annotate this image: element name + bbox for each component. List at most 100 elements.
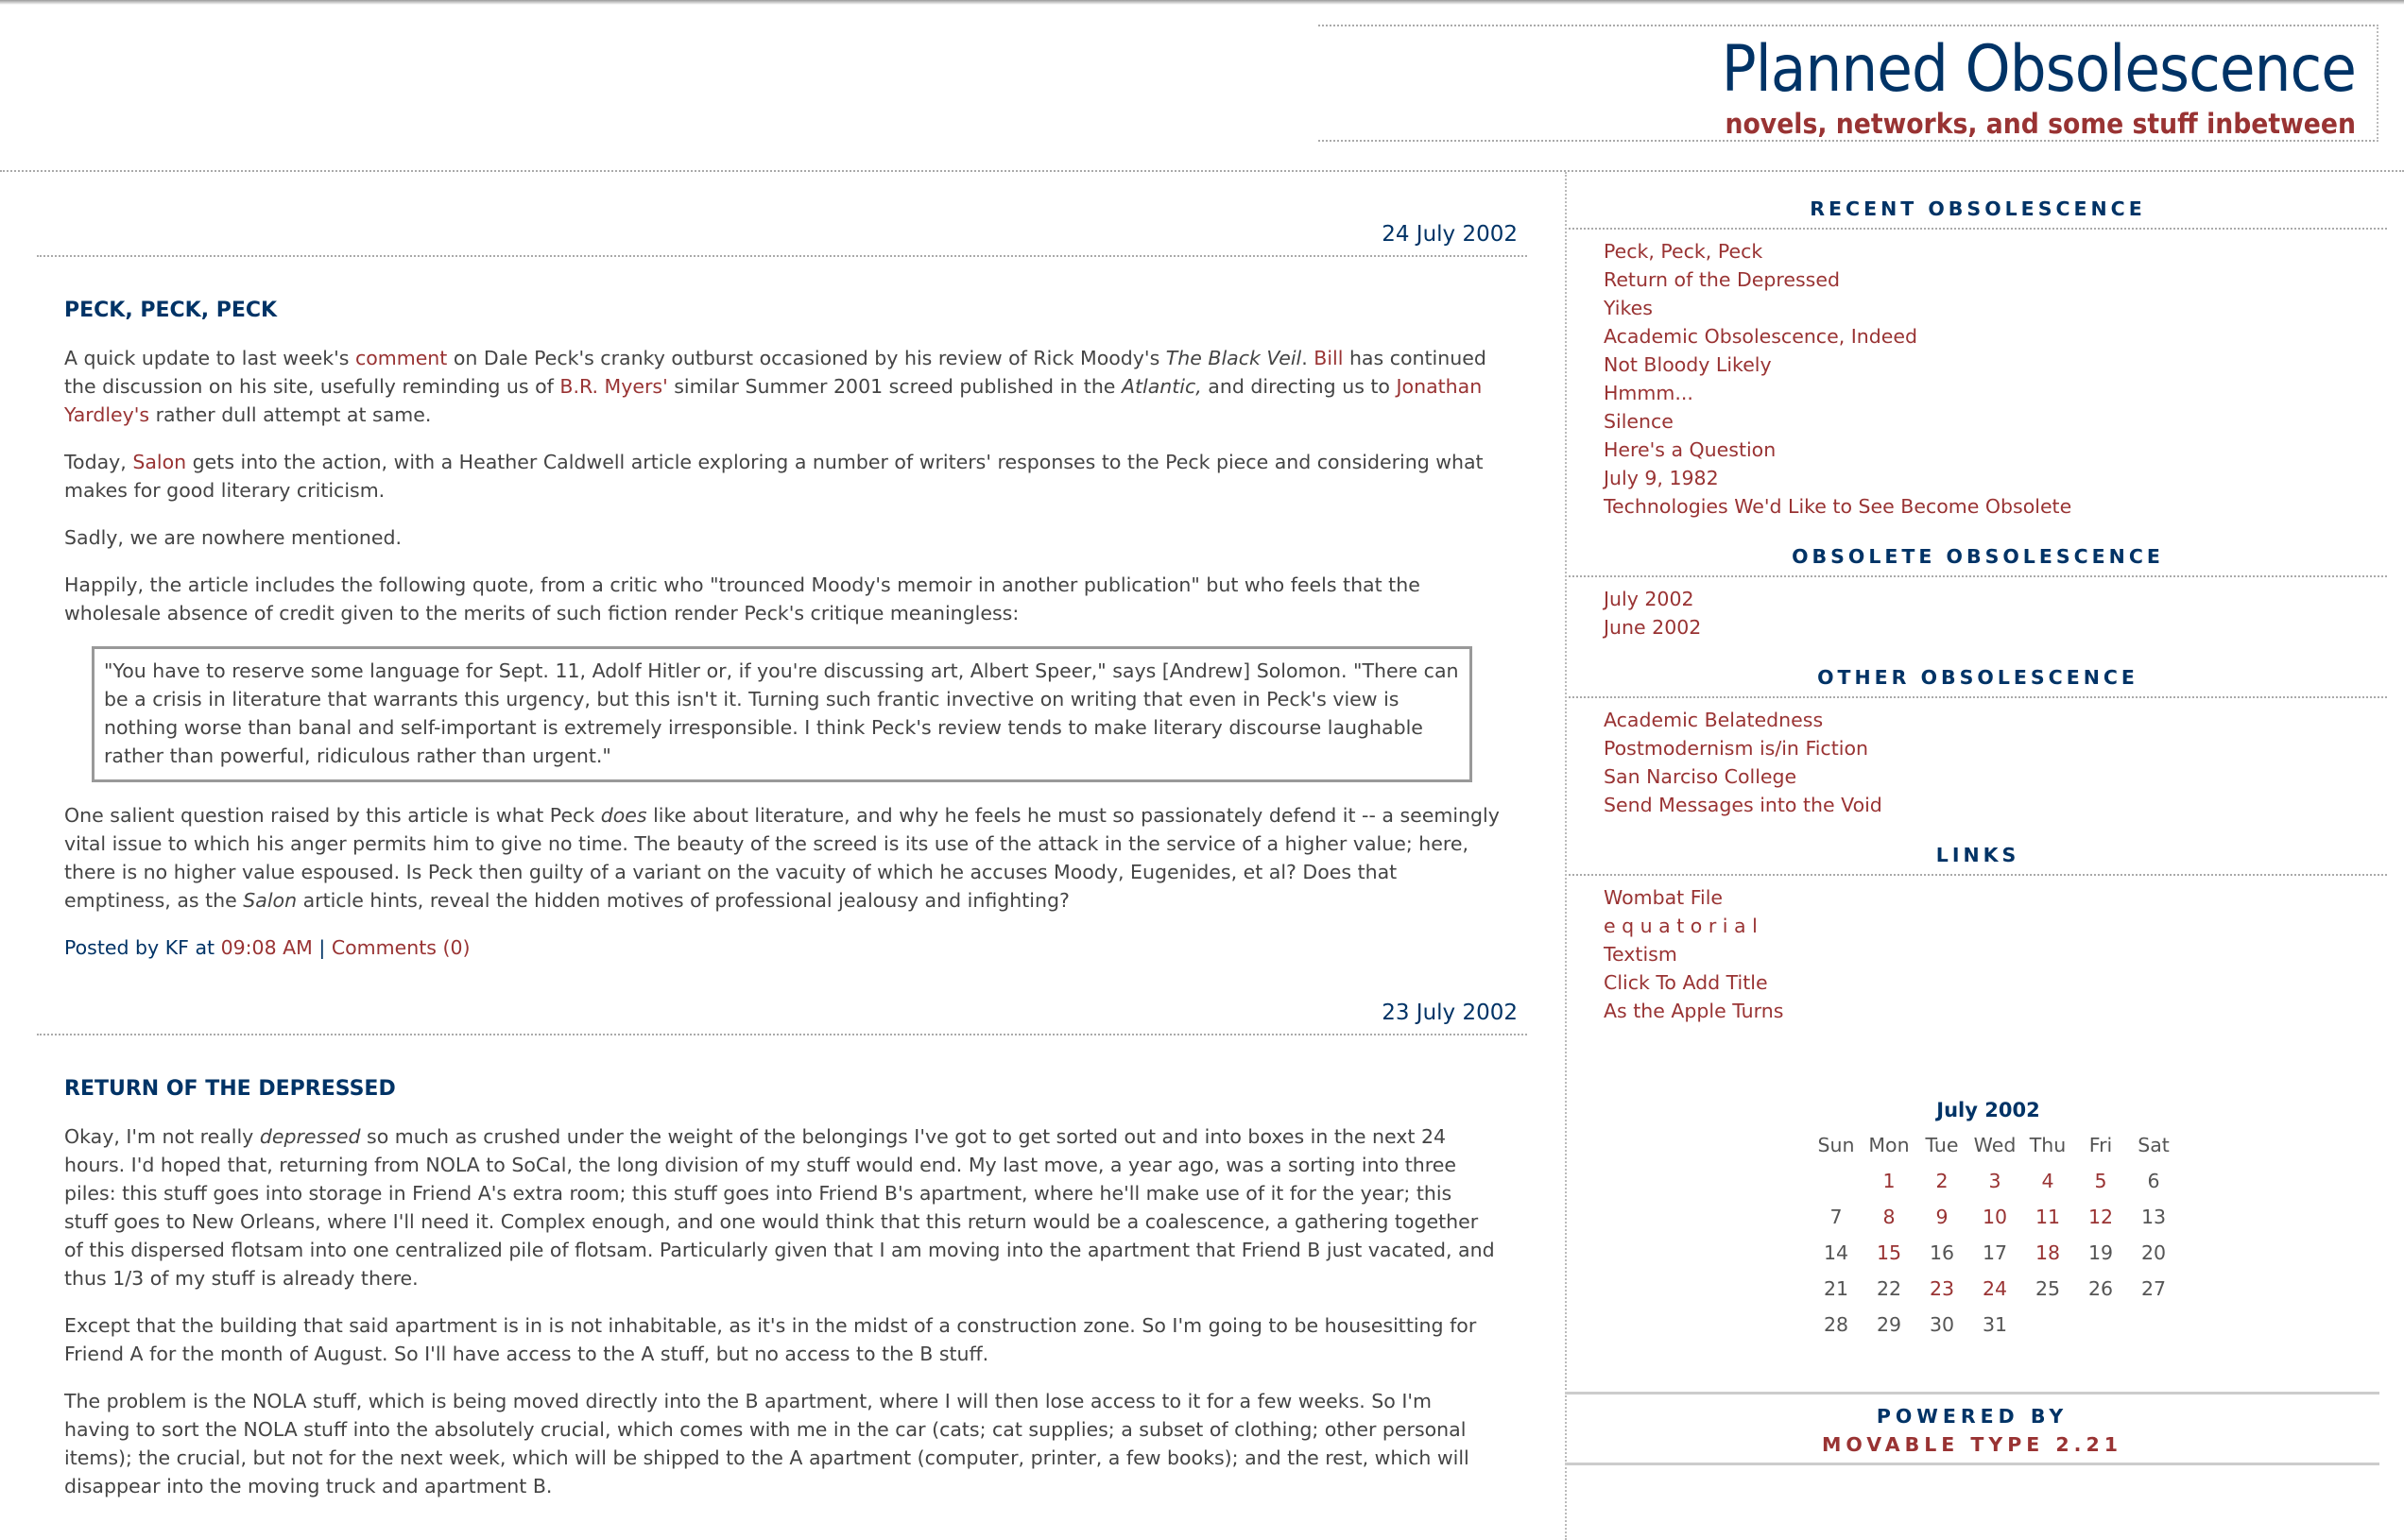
sidebar-item: Silence [1604,407,2404,436]
sidebar-link[interactable]: June 2002 [1604,616,1702,639]
sidebar-link[interactable]: Peck, Peck, Peck [1604,240,1763,263]
sidebar-item: As the Apple Turns [1604,997,2404,1025]
sidebar-link[interactable]: Wombat File [1604,886,1724,909]
inline-link[interactable]: Jonathan Yardley's [64,375,1483,426]
calendar-day: 6 [2147,1170,2160,1192]
column-divider [1565,172,1567,1540]
main-content: 24 July 2002 PECK, PECK, PECK A quick upda… [37,215,1527,1519]
sidebar-item: July 9, 1982 [1604,464,2404,492]
powered-by-label: POWERED BY [1876,1405,2069,1428]
window-top-shadow [0,0,2404,5]
inline-link[interactable]: comment [354,347,448,369]
post-footer: Posted by KF at 09:08 AM | Comments (0) [64,933,1500,962]
post-title: PECK, PECK, PECK [64,299,278,322]
calendar-day[interactable]: 18 [2035,1241,2061,1264]
emphasis-text: The Black Veil [1165,347,1302,369]
calendar-day[interactable]: 12 [2087,1206,2114,1228]
sidebar-item: Postmodernism is/in Fiction [1604,734,2404,762]
inline-link[interactable]: 09:08 AM [220,936,313,959]
text-segment: The problem is the NOLA stuff, which is … [64,1390,1469,1497]
calendar-day[interactable]: 3 [1988,1170,2001,1192]
sidebar-link[interactable]: Academic Obsolescence, Indeed [1604,325,1918,348]
sidebar-link[interactable]: Academic Belatedness [1604,709,1824,731]
calendar-empty [2021,1307,2074,1343]
post-paragraph: The problem is the NOLA stuff, which is … [64,1387,1500,1500]
sidebar-link[interactable]: Postmodernism is/in Fiction [1604,737,1868,760]
text-segment: has continued the discussion on his site… [64,347,1486,398]
site-title[interactable]: Planned Obsolescence [1721,32,2357,107]
text-segment: Okay, I'm not really [64,1125,260,1148]
sidebar-link[interactable]: e q u a t o r i a l [1604,915,1758,937]
sidebar-item: Technologies We'd Like to See Become Obs… [1604,492,2404,521]
calendar-grid: Sun Mon Tue Wed Thu Fri Sat 1 2 3 4 5 6 7 8 9 10 11 12 13 14… [1810,1127,2180,1343]
sidebar-link[interactable]: As the Apple Turns [1604,1000,1784,1022]
quote-paragraph: "You have to reserve some language for S… [104,657,1460,770]
calendar-day: 16 [1929,1241,1955,1264]
sidebar-item: Academic Belatedness [1604,706,2404,734]
text-segment: rather dull attempt at same. [149,403,432,426]
calendar-day[interactable]: 11 [2035,1206,2061,1228]
calendar-day[interactable]: 15 [1876,1241,1902,1264]
sidebar-item: Textism [1604,940,2404,968]
text-segment: | [312,936,332,959]
calendar-day[interactable]: 9 [1935,1206,1949,1228]
calendar-day[interactable]: 2 [1935,1170,1949,1192]
sidebar-list: Wombat File e q u a t o r i a l Textism Cli… [1567,876,2404,1046]
sidebar-link[interactable]: Silence [1604,410,1674,433]
sidebar-link[interactable]: Send Messages into the Void [1604,794,1882,816]
calendar-day: 13 [2140,1206,2167,1228]
calendar-day: 29 [1876,1313,1902,1336]
post-paragraph: Sadly, we are nowhere mentioned. [64,523,1500,552]
sidebar-list: Academic Belatedness Postmodernism is/in … [1567,698,2404,840]
inline-link[interactable]: Bill [1314,347,1344,369]
calendar-day: 28 [1823,1313,1849,1336]
sidebar-link[interactable]: Hmmm... [1604,382,1693,404]
calendar-day[interactable]: 1 [1882,1170,1896,1192]
sidebar-item: Peck, Peck, Peck [1604,237,2404,265]
calendar-weekday: Wed [1973,1134,2017,1156]
calendar-day: 30 [1929,1313,1955,1336]
calendar-day[interactable]: 10 [1982,1206,2008,1228]
sidebar-item: July 2002 [1604,585,2404,613]
text-segment: Happily, the article includes the follow… [64,573,1420,625]
sidebar-link[interactable]: Yikes [1604,297,1653,319]
calendar-day[interactable]: 4 [2041,1170,2054,1192]
sidebar-link[interactable]: Here's a Question [1604,438,1777,461]
text-segment: article hints, reveal the hidden motives… [297,889,1070,912]
calendar-day[interactable]: 8 [1882,1206,1896,1228]
inline-link[interactable]: B.R. Myers' [559,375,668,398]
sidebar-item: June 2002 [1604,613,2404,642]
calendar-weekday: Thu [2029,1134,2067,1156]
sidebar-item: Not Bloody Likely [1604,351,2404,379]
sidebar-item: Here's a Question [1604,436,2404,464]
movable-type-link[interactable]: MOVABLE TYPE 2.21 [1821,1433,2123,1456]
post-title: RETURN OF THE DEPRESSED [64,1077,396,1101]
powered-by: POWERED BY MOVABLE TYPE 2.21 [1565,1392,2379,1465]
sidebar-link[interactable]: July 9, 1982 [1604,467,1719,489]
calendar-day: 7 [1829,1206,1843,1228]
sidebar-link[interactable]: July 2002 [1604,588,1694,610]
calendar-weekday: Sun [1817,1134,1855,1156]
sidebar-link[interactable]: Click To Add Title [1604,971,1768,994]
calendar-empty [1810,1163,1863,1199]
sidebar-link[interactable]: Technologies We'd Like to See Become Obs… [1604,495,2072,518]
calendar-day[interactable]: 24 [1982,1277,2008,1300]
sidebar-link[interactable]: Textism [1604,943,1677,966]
calendar-weekday: Mon [1868,1134,1910,1156]
post-paragraph: Happily, the article includes the follow… [64,571,1500,627]
sidebar-list: July 2002 June 2002 [1567,577,2404,662]
sidebar-heading: OTHER OBSOLESCENCE [1569,662,2387,698]
calendar-day[interactable]: 5 [2094,1170,2107,1192]
sidebar-link[interactable]: Not Bloody Likely [1604,353,1772,376]
post-date: 23 July 2002 [37,994,1527,1035]
text-segment: Except that the building that said apart… [64,1314,1477,1365]
calendar-day[interactable]: 23 [1929,1277,1955,1300]
sidebar-link[interactable]: Return of the Depressed [1604,268,1840,291]
sidebar-link[interactable]: San Narciso College [1604,765,1797,788]
text-segment: Posted by KF at [64,936,221,959]
inline-link[interactable]: Comments (0) [331,936,471,959]
sidebar-item: Return of the Depressed [1604,265,2404,294]
sidebar-item: Academic Obsolescence, Indeed [1604,322,2404,351]
calendar-day: 21 [1823,1277,1849,1300]
inline-link[interactable]: Salon [132,451,187,473]
